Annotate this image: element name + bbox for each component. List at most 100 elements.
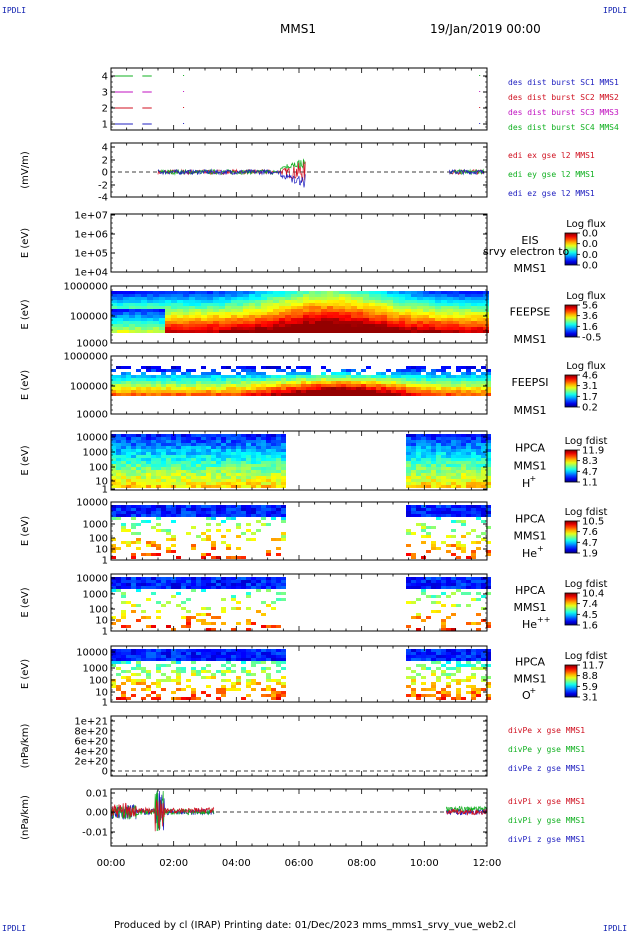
hpca_h-cell — [431, 479, 436, 482]
hpca_h-cell — [236, 455, 241, 458]
hpca_h-cell — [121, 482, 126, 485]
hpca_h-cell — [266, 473, 271, 476]
hpca_h-cell — [121, 446, 126, 449]
hpca_o-cell — [171, 661, 176, 664]
hpca_he-cell — [251, 508, 256, 511]
hpca_he2-cell — [261, 580, 266, 583]
hpca_o-cell — [406, 676, 411, 679]
hpca_h-cell — [236, 485, 241, 488]
feepse-cell — [285, 306, 291, 309]
hpca_o-cell — [116, 697, 121, 700]
hpca_h-cell — [411, 452, 416, 455]
feepse-cell — [309, 306, 315, 309]
feepse-cell — [279, 315, 285, 318]
hpca_he-cell — [241, 511, 246, 514]
hpca_o-cell — [246, 652, 251, 655]
hpca_he-cell — [141, 514, 146, 517]
hpca_he-cell — [481, 532, 486, 535]
hpca_he2-cell — [246, 622, 251, 625]
feepse-cell — [189, 330, 195, 333]
feepsi-cell — [156, 390, 161, 393]
hpca_h-cell — [136, 470, 141, 473]
hpca_o-cell — [281, 682, 286, 685]
hpca_o-cell — [441, 691, 446, 694]
hpca_h-cell — [456, 464, 461, 467]
feepsi-cell — [386, 378, 391, 381]
feepse-cell — [183, 318, 189, 321]
feepse-cell — [483, 312, 489, 315]
feepsi-cell — [186, 369, 191, 372]
hpca_h-cell — [446, 473, 451, 476]
hpca_h-cell — [216, 443, 221, 446]
feepse-cell — [393, 321, 399, 324]
hpca_h-cell — [136, 473, 141, 476]
hpca_he2-cell — [136, 583, 141, 586]
feepsi-cell — [261, 393, 266, 396]
hpca_he2-cell — [436, 601, 441, 604]
hpca_he-cell — [166, 511, 171, 514]
feepsi-cell — [181, 393, 186, 396]
feepsi-cell — [421, 384, 426, 387]
colorbar-tick-label: 7.4 — [582, 599, 598, 610]
feepsi-cell — [241, 378, 246, 381]
feepse-cell — [195, 306, 201, 309]
hpca_h-cell — [451, 482, 456, 485]
feepse-cell — [453, 306, 459, 309]
feepsi-cell — [156, 393, 161, 396]
hpca_h-cell — [466, 443, 471, 446]
hpca_he-cell — [426, 514, 431, 517]
hpca_h-cell — [451, 464, 456, 467]
feepse-cell — [339, 324, 345, 327]
hpca_h-cell — [151, 452, 156, 455]
feepsi-cell — [486, 372, 491, 375]
feepse-cell — [309, 309, 315, 312]
hpca_he2-cell — [116, 619, 121, 622]
feepse-cell — [237, 312, 243, 315]
feepsi-cell — [161, 381, 166, 384]
hpca_he-cell — [236, 556, 241, 559]
hpca_h-cell — [266, 461, 271, 464]
hpca_h-cell — [196, 437, 201, 440]
hpca_he-cell — [461, 523, 466, 526]
feepse-cell — [423, 330, 429, 333]
hpca_h-cell — [151, 479, 156, 482]
feepse-cell — [309, 303, 315, 306]
hpca_h-cell — [161, 482, 166, 485]
hpca_h-cell — [276, 458, 281, 461]
feepse-cell — [273, 321, 279, 324]
hpca_h-cell — [191, 464, 196, 467]
feepse-cell — [387, 303, 393, 306]
hpca_he-cell — [431, 505, 436, 508]
hpca_he-cell — [241, 556, 246, 559]
hpca_he-cell — [481, 520, 486, 523]
hpca_h-cell — [421, 452, 426, 455]
hpca_h-cell — [471, 464, 476, 467]
feepse-cell — [483, 291, 489, 294]
feepse-cell — [417, 294, 423, 297]
hpca_he2-cell — [236, 607, 241, 610]
hpca_h-cell — [486, 479, 491, 482]
hpca_he2-cell — [166, 601, 171, 604]
feepsi-cell — [376, 384, 381, 387]
colorbar-title: Log fdist — [565, 436, 608, 447]
hpca_h-cell — [271, 473, 276, 476]
feepsi-cell — [471, 381, 476, 384]
hpca_h-cell — [241, 446, 246, 449]
hpca_he2-cell — [211, 580, 216, 583]
feepse-cell — [399, 300, 405, 303]
feepsi-cell — [356, 378, 361, 381]
feepsi-cell — [131, 387, 136, 390]
feepse-cell — [429, 315, 435, 318]
hpca_o-cell — [456, 670, 461, 673]
hpca_he2-cell — [416, 577, 421, 580]
feepsi-cell — [401, 375, 406, 378]
feepsi-cell — [126, 375, 131, 378]
hpca_h-cell — [196, 485, 201, 488]
feepse-cell — [447, 294, 453, 297]
hpca_he2-cell — [236, 601, 241, 604]
feepse-cell — [321, 291, 327, 294]
feepse-cell — [309, 324, 315, 327]
hpca_h-cell — [191, 437, 196, 440]
hpca_he-cell — [146, 511, 151, 514]
feepse-cell — [237, 297, 243, 300]
